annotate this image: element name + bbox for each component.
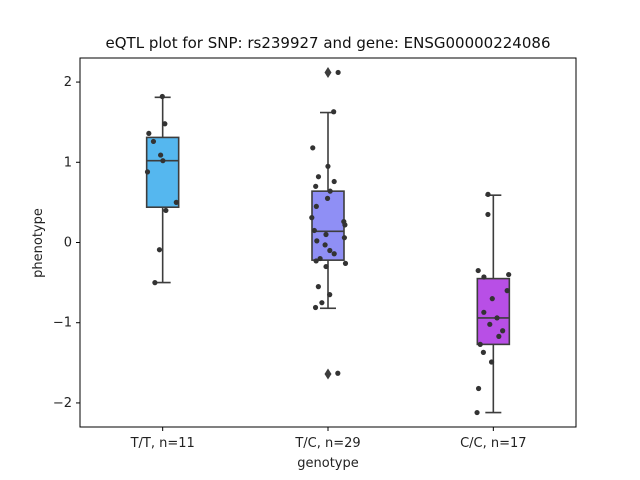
data-point bbox=[313, 258, 319, 264]
data-point bbox=[500, 328, 506, 334]
y-tick-label: −2 bbox=[53, 396, 72, 411]
data-point bbox=[504, 288, 510, 294]
data-point bbox=[315, 284, 321, 290]
data-point bbox=[310, 145, 316, 151]
data-point bbox=[331, 251, 337, 257]
data-point bbox=[325, 163, 331, 169]
box-group bbox=[311, 66, 345, 380]
data-point bbox=[317, 255, 323, 262]
data-point bbox=[335, 69, 341, 76]
data-point bbox=[335, 370, 341, 376]
data-point bbox=[327, 188, 333, 194]
data-point bbox=[327, 247, 333, 254]
data-point bbox=[314, 238, 320, 244]
data-point bbox=[331, 178, 337, 185]
data-point bbox=[475, 267, 481, 274]
axes-frame bbox=[79, 57, 577, 428]
data-point bbox=[324, 195, 331, 201]
data-point bbox=[160, 158, 166, 164]
data-point bbox=[144, 169, 151, 175]
data-point bbox=[341, 235, 348, 241]
data-point bbox=[506, 271, 512, 278]
box-iqr bbox=[145, 136, 180, 209]
data-point bbox=[496, 333, 502, 339]
data-point bbox=[309, 215, 315, 221]
data-point bbox=[487, 321, 493, 327]
x-tick-label: T/C, n=29 bbox=[294, 436, 360, 451]
outlier-marker bbox=[324, 66, 332, 78]
data-point bbox=[319, 300, 325, 306]
data-point bbox=[313, 183, 319, 189]
data-point bbox=[156, 247, 163, 253]
data-point bbox=[315, 174, 322, 180]
data-point bbox=[488, 359, 495, 365]
data-point bbox=[163, 207, 169, 214]
data-point bbox=[327, 292, 333, 298]
chart-title: eQTL plot for SNP: rs239927 and gene: EN… bbox=[106, 34, 551, 52]
data-point bbox=[323, 263, 329, 270]
y-tick-label: 1 bbox=[64, 155, 72, 170]
data-point bbox=[485, 211, 491, 218]
data-point bbox=[158, 152, 164, 158]
y-tick-label: 2 bbox=[64, 75, 72, 90]
data-point bbox=[342, 222, 348, 228]
data-point bbox=[159, 93, 165, 100]
x-tick-label: C/C, n=17 bbox=[460, 436, 526, 451]
data-point bbox=[323, 231, 329, 238]
box-iqr bbox=[311, 190, 345, 261]
x-axis-label: genotype bbox=[297, 456, 358, 471]
data-point bbox=[313, 203, 319, 210]
data-point bbox=[489, 296, 495, 302]
data-point bbox=[480, 349, 486, 355]
data-point bbox=[152, 280, 158, 286]
plot-area: −2 −1 0 1 2 T/T, n=11 T/C, n=29 C/C, n=17 bbox=[53, 66, 527, 451]
y-axis-label: phenotype bbox=[31, 208, 46, 278]
data-point bbox=[481, 274, 487, 280]
data-point bbox=[173, 199, 179, 205]
data-point bbox=[150, 138, 157, 145]
data-point bbox=[485, 191, 491, 197]
outlier-marker bbox=[324, 368, 332, 380]
data-point bbox=[162, 121, 168, 127]
x-tick-label: T/T, n=11 bbox=[130, 436, 195, 451]
data-point bbox=[477, 341, 483, 347]
data-point bbox=[475, 385, 482, 392]
data-point bbox=[146, 130, 152, 137]
data-point bbox=[474, 409, 480, 416]
data-point bbox=[494, 315, 500, 321]
data-point bbox=[311, 227, 317, 234]
data-point bbox=[312, 304, 319, 311]
y-tick-label: −1 bbox=[53, 316, 72, 331]
data-point bbox=[322, 242, 328, 248]
data-point bbox=[331, 109, 337, 115]
data-point bbox=[342, 260, 349, 266]
data-point bbox=[481, 309, 487, 315]
y-tick-label: 0 bbox=[64, 236, 72, 251]
